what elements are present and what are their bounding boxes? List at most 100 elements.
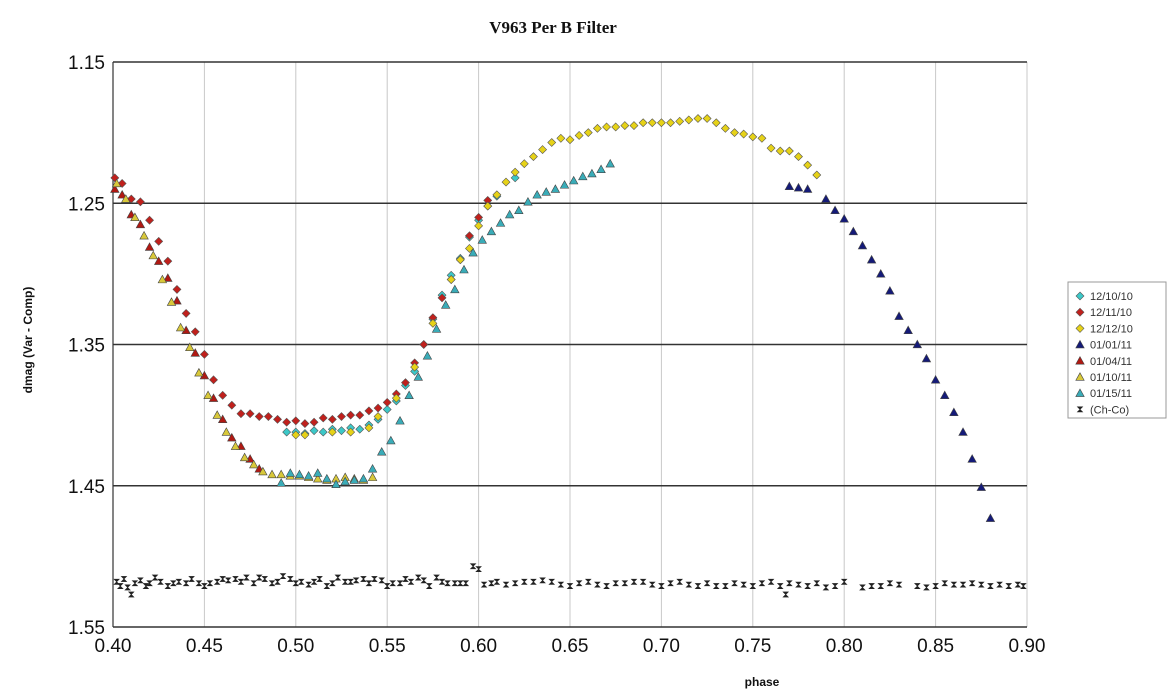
data-point: [291, 416, 301, 426]
x-tick-label: 0.55: [369, 636, 406, 657]
data-point: [520, 578, 528, 585]
data-point: [327, 427, 337, 437]
data-point: [111, 178, 122, 188]
data-point: [172, 284, 182, 294]
data-point: [794, 152, 803, 162]
data-point: [703, 580, 711, 587]
data-point: [839, 213, 849, 223]
tick-labels: 0.40 0.45 0.50 0.55 0.60 0.65 0.70 0.75 0.80 0.85…: [68, 53, 1045, 657]
data-point: [547, 138, 557, 147]
data-point: [148, 250, 158, 260]
data-point: [346, 427, 356, 437]
data-point: [440, 300, 451, 309]
data-point: [459, 264, 469, 274]
data-point: [110, 184, 120, 193]
data-point: [364, 406, 374, 416]
data-point: [475, 566, 482, 572]
data-point: [786, 580, 793, 587]
data-point: [305, 581, 312, 588]
data-point: [444, 580, 451, 587]
data-point: [766, 143, 776, 153]
data-point: [822, 584, 830, 591]
data-point: [243, 574, 250, 581]
data-point: [431, 324, 442, 333]
data-point: [135, 197, 145, 207]
legend-label: 12/10/10: [1090, 291, 1133, 303]
grid: [112, 61, 1028, 628]
series-6: [276, 158, 615, 488]
data-point: [163, 273, 173, 282]
data-point: [276, 469, 286, 479]
data-point: [455, 255, 465, 265]
data-point: [437, 293, 447, 303]
data-point: [967, 454, 977, 463]
data-point: [638, 118, 648, 128]
data-point: [323, 583, 331, 589]
data-point: [382, 397, 392, 407]
data-point: [976, 482, 987, 491]
data-point: [541, 187, 551, 196]
data-point: [116, 583, 124, 589]
data-point: [996, 581, 1003, 588]
chart-title: V963 Per B Filter: [489, 18, 617, 37]
data-point: [169, 580, 177, 587]
data-point: [135, 219, 146, 229]
data-point: [578, 171, 588, 181]
data-point: [327, 414, 337, 424]
legend-label: (Ch-Co): [1090, 404, 1129, 416]
data-point: [603, 583, 610, 589]
data-point: [795, 581, 802, 588]
legend-marker: [1075, 339, 1085, 349]
data-point: [456, 580, 464, 587]
data-point: [309, 417, 319, 427]
x-tick-label: 0.50: [277, 636, 314, 657]
data-point: [749, 583, 757, 589]
data-point: [480, 581, 488, 588]
data-point: [675, 116, 685, 126]
data-point: [227, 432, 237, 442]
data-point: [195, 580, 203, 587]
data-point: [236, 409, 246, 419]
data-point: [514, 205, 524, 214]
data-point: [621, 580, 629, 587]
data-point: [268, 580, 276, 587]
data-point: [166, 297, 177, 306]
data-point: [693, 114, 703, 123]
legend-label: 12/12/10: [1090, 323, 1133, 335]
data-point: [329, 580, 336, 587]
data-point: [941, 580, 949, 587]
data-point: [175, 322, 186, 332]
data-point: [358, 473, 369, 483]
data-point: [131, 580, 139, 587]
data-point: [985, 513, 996, 522]
data-point: [465, 231, 474, 241]
x-tick-label: 0.45: [186, 636, 223, 657]
data-point: [190, 348, 200, 357]
data-point: [748, 132, 758, 142]
data-point: [504, 209, 515, 219]
data-point: [876, 269, 886, 278]
data-point: [474, 212, 484, 222]
data-point: [913, 583, 921, 589]
data-point: [382, 405, 392, 414]
data-point: [391, 393, 401, 403]
data-point: [249, 459, 259, 469]
data-point: [300, 419, 310, 429]
series-4: [110, 184, 264, 473]
data-point: [337, 412, 346, 421]
data-point: [383, 583, 391, 589]
data-point: [386, 435, 396, 445]
data-point: [347, 578, 354, 585]
data-point: [209, 375, 218, 385]
data-point: [977, 581, 985, 588]
data-point: [340, 476, 350, 486]
data-point: [144, 242, 155, 251]
data-point: [739, 129, 749, 139]
data-point: [583, 128, 593, 138]
data-point: [530, 578, 537, 585]
data-point: [151, 574, 159, 581]
data-point: [894, 311, 904, 320]
data-point: [212, 410, 222, 419]
data-point: [274, 578, 281, 585]
data-point: [950, 581, 958, 588]
